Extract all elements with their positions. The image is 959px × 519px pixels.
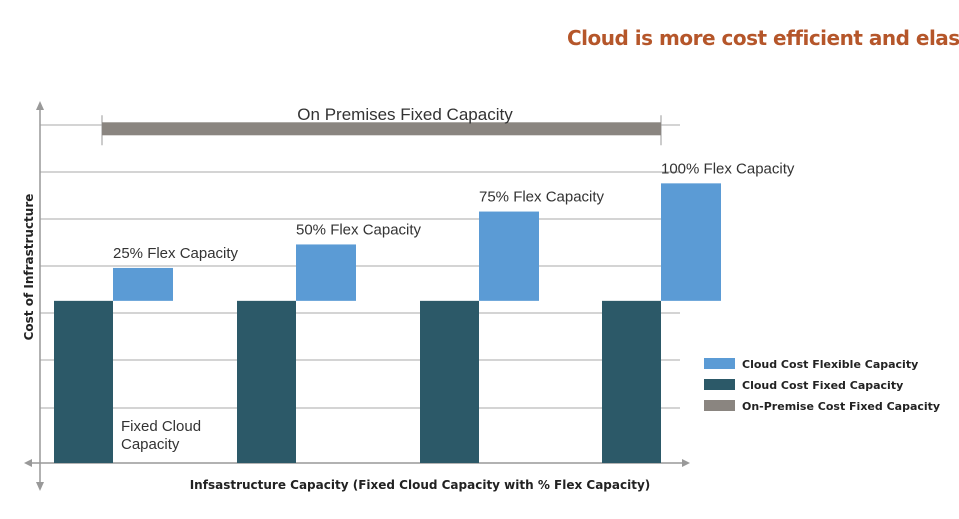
- legend-label: Cloud Cost Flexible Capacity: [742, 358, 918, 371]
- bar-fixed: [54, 300, 113, 463]
- bar-fixed: [420, 300, 479, 463]
- bar-flexible: [661, 183, 721, 301]
- bar-flexible: [113, 267, 173, 301]
- on-premise-label: On Premises Fixed Capacity: [297, 105, 513, 124]
- axes: [24, 101, 690, 491]
- legend-swatch: [704, 400, 735, 411]
- category-label: 50% Flex Capacity: [296, 221, 422, 238]
- page-title: Cloud is more cost efficient and elastic…: [567, 26, 959, 50]
- bar-flexible: [296, 244, 356, 301]
- fixed-cloud-label: Capacity: [121, 436, 180, 453]
- legend-label: On-Premise Cost Fixed Capacity: [742, 400, 940, 413]
- y-axis-arrow-up-icon: [36, 101, 44, 110]
- legend-swatch: [704, 358, 735, 369]
- legend-label: Cloud Cost Fixed Capacity: [742, 379, 903, 392]
- category-label: 100% Flex Capacity: [661, 160, 795, 177]
- bar-flexible: [479, 211, 539, 301]
- y-axis-arrow-down-icon: [36, 482, 44, 491]
- x-axis-arrow-left-icon: [24, 459, 32, 467]
- bar-fixed: [602, 300, 661, 463]
- fixed-cloud-label: Fixed Cloud: [121, 418, 201, 435]
- bar-fixed: [237, 300, 296, 463]
- category-label: 75% Flex Capacity: [479, 189, 605, 206]
- bar-on-premise: [102, 122, 661, 136]
- x-axis-label: Infsastructure Capacity (Fixed Cloud Cap…: [190, 478, 651, 492]
- x-axis-arrow-right-icon: [682, 459, 690, 467]
- legend-swatch: [704, 379, 735, 390]
- gridlines: [40, 124, 680, 409]
- y-axis-label: Cost of Infrastructure: [22, 194, 36, 341]
- legend: Cloud Cost Flexible Capacity Cloud Cost F…: [704, 358, 940, 413]
- category-label: 25% Flex Capacity: [113, 245, 239, 262]
